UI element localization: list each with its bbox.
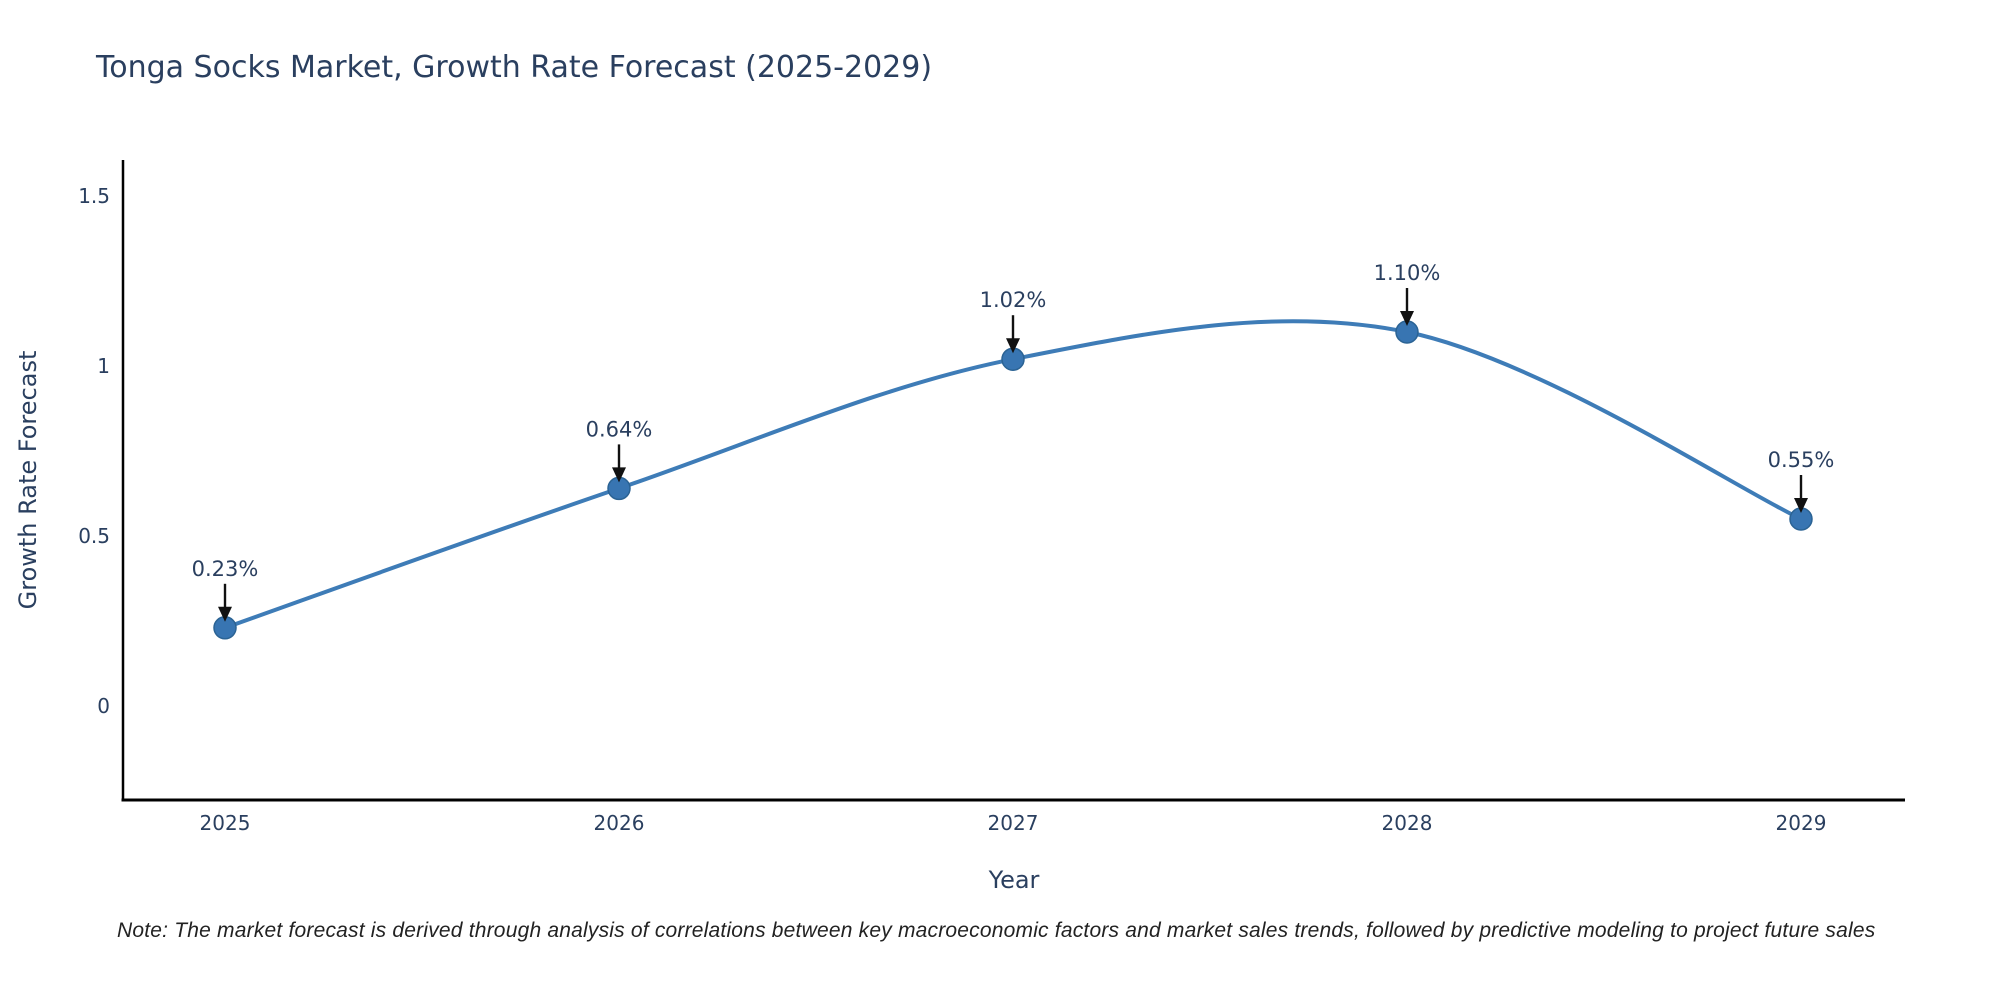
y-axis-title: Growth Rate Forecast xyxy=(14,351,42,610)
annotation-arrow-head xyxy=(1400,311,1414,326)
y-tick-label: 0.5 xyxy=(78,524,110,548)
x-tick-label: 2027 xyxy=(988,811,1039,835)
chart-title: Tonga Socks Market, Growth Rate Forecast… xyxy=(96,50,933,85)
y-tick-label: 1 xyxy=(97,354,110,378)
x-tick-label: 2029 xyxy=(1776,811,1827,835)
x-tick-label: 2028 xyxy=(1382,811,1433,835)
annotation-label: 0.23% xyxy=(192,557,259,581)
annotation-label: 1.10% xyxy=(1374,261,1441,285)
annotation-arrow-head xyxy=(1006,338,1020,354)
y-tick-label: 0 xyxy=(97,694,110,718)
y-tick-label: 1.5 xyxy=(78,184,110,208)
x-tick-label: 2026 xyxy=(594,811,645,835)
annotation-arrow-head xyxy=(612,467,626,483)
annotation-label: 0.64% xyxy=(586,417,653,441)
annotation-label: 1.02% xyxy=(980,288,1047,312)
footnote: Note: The market forecast is derived thr… xyxy=(117,919,1876,942)
annotation-arrow-head xyxy=(1794,498,1808,513)
x-axis-title: Year xyxy=(988,866,1040,894)
annotation-label: 0.55% xyxy=(1768,448,1835,472)
x-tick-label: 2025 xyxy=(200,811,251,835)
annotation-arrow-head xyxy=(218,606,232,622)
